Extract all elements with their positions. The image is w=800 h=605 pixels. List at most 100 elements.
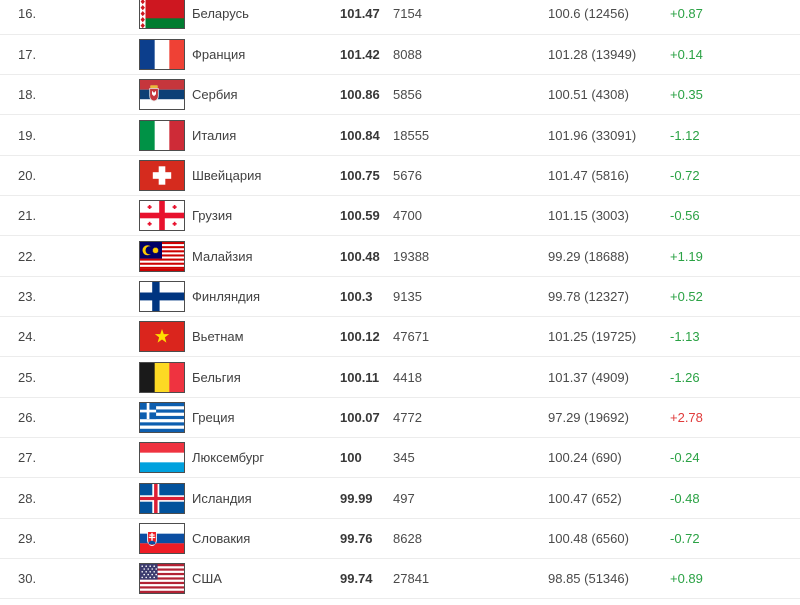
previous-value: 97.29 (19692) — [548, 409, 629, 425]
index-value-cell: 100.3 — [340, 276, 393, 318]
index-value-cell: 100.59 — [340, 195, 393, 237]
previous-value: 99.29 (18688) — [548, 248, 629, 264]
change-value: -0.48 — [670, 490, 700, 506]
previous-value: 100.48 (6560) — [548, 530, 629, 546]
country-name: Исландия — [192, 490, 252, 506]
country-cell: Италия — [192, 114, 340, 156]
volume-value: 5856 — [393, 87, 422, 103]
index-value-cell: 100.84 — [340, 114, 393, 156]
index-value: 100.59 — [340, 208, 380, 224]
flag-cell — [139, 356, 192, 398]
country-cell: Франция — [192, 34, 340, 76]
previous-value: 99.78 (12327) — [548, 288, 629, 304]
previous-value-cell: 101.15 (3003) — [548, 195, 670, 237]
index-value: 100.12 — [340, 329, 380, 345]
flag-luxembourg-icon — [139, 442, 185, 474]
volume-value: 4418 — [393, 369, 422, 385]
change-cell: -0.56 — [670, 195, 800, 237]
table-row: 16. Беларусь 101.47 7154 100.6 (12456) +… — [0, 0, 800, 35]
volume-value: 4772 — [393, 409, 422, 425]
flag-cell — [139, 477, 192, 519]
country-name: Сербия — [192, 87, 238, 103]
previous-value-cell: 99.78 (12327) — [548, 276, 670, 318]
index-value: 101.47 — [340, 6, 380, 22]
volume-cell: 8088 — [393, 34, 548, 76]
change-value: -1.13 — [670, 329, 700, 345]
change-value: +1.19 — [670, 248, 703, 264]
previous-value-cell: 101.28 (13949) — [548, 34, 670, 76]
index-value: 99.74 — [340, 571, 373, 587]
change-cell: +0.87 — [670, 0, 800, 35]
previous-value-cell: 100.24 (690) — [548, 437, 670, 479]
table-row: 18. Сербия 100.86 5856 100.51 (4308) +0.… — [0, 74, 800, 116]
index-value: 100.86 — [340, 87, 380, 103]
index-value-cell: 100.12 — [340, 316, 393, 358]
table-row: 20. Швейцария 100.75 5676 101.47 (5816) … — [0, 155, 800, 197]
country-name: Бельгия — [192, 369, 241, 385]
flag-malaysia-icon — [139, 240, 185, 272]
flag-cell — [139, 74, 192, 116]
previous-value: 101.37 (4909) — [548, 369, 629, 385]
rank-number: 26. — [18, 409, 37, 425]
country-cell: Люксембург — [192, 437, 340, 479]
index-value: 100.07 — [340, 409, 380, 425]
change-value: -0.56 — [670, 208, 700, 224]
change-cell: -0.72 — [670, 518, 800, 560]
volume-value: 5676 — [393, 167, 422, 183]
country-name: Италия — [192, 127, 237, 143]
volume-cell: 4772 — [393, 397, 548, 439]
change-cell: -1.12 — [670, 114, 800, 156]
volume-value: 27841 — [393, 571, 430, 587]
change-value: -0.24 — [670, 450, 700, 466]
volume-cell: 4700 — [393, 195, 548, 237]
index-value-cell: 101.47 — [340, 0, 393, 35]
rank-number: 17. — [18, 46, 37, 62]
change-cell: -0.24 — [670, 437, 800, 479]
rank-number: 28. — [18, 490, 37, 506]
rank-number: 25. — [18, 369, 37, 385]
index-value: 101.42 — [340, 46, 380, 62]
flag-greece-icon — [139, 401, 185, 433]
volume-cell: 497 — [393, 477, 548, 519]
change-cell: +0.35 — [670, 74, 800, 116]
previous-value-cell: 99.29 (18688) — [548, 235, 670, 277]
change-cell: -0.48 — [670, 477, 800, 519]
rank-number: 30. — [18, 571, 37, 587]
table-row: 21. Грузия 100.59 4700 101.15 (3003) -0.… — [0, 195, 800, 237]
index-value: 100 — [340, 450, 362, 466]
index-value-cell: 100.75 — [340, 155, 393, 197]
rank-cell: 27. — [0, 437, 139, 479]
previous-value-cell: 101.47 (5816) — [548, 155, 670, 197]
rank-cell: 21. — [0, 195, 139, 237]
country-name: Грузия — [192, 208, 233, 224]
volume-cell: 345 — [393, 437, 548, 479]
change-cell: +0.14 — [670, 34, 800, 76]
rank-cell: 17. — [0, 34, 139, 76]
rank-cell: 29. — [0, 518, 139, 560]
rank-cell: 16. — [0, 0, 139, 35]
index-value-cell: 99.74 — [340, 558, 393, 600]
change-cell: -1.26 — [670, 356, 800, 398]
country-cell: Сербия — [192, 74, 340, 116]
country-cell: Грузия — [192, 195, 340, 237]
flag-cell — [139, 397, 192, 439]
change-cell: +2.78 — [670, 397, 800, 439]
country-name: Финляндия — [192, 288, 261, 304]
change-value: +0.87 — [670, 6, 703, 22]
rank-number: 27. — [18, 450, 37, 466]
index-value: 100.11 — [340, 369, 380, 385]
table-row: 19. Италия 100.84 18555 101.96 (33091) -… — [0, 114, 800, 156]
flag-cell — [139, 155, 192, 197]
country-name: Греция — [192, 409, 235, 425]
country-cell: Вьетнам — [192, 316, 340, 358]
change-value: +0.35 — [670, 87, 703, 103]
volume-value: 19388 — [393, 248, 430, 264]
flag-cell — [139, 235, 192, 277]
volume-cell: 47671 — [393, 316, 548, 358]
previous-value: 98.85 (51346) — [548, 571, 629, 587]
change-value: +0.14 — [670, 46, 703, 62]
index-value-cell: 100 — [340, 437, 393, 479]
volume-value: 7154 — [393, 6, 422, 22]
rank-number: 23. — [18, 288, 37, 304]
flag-cell — [139, 114, 192, 156]
